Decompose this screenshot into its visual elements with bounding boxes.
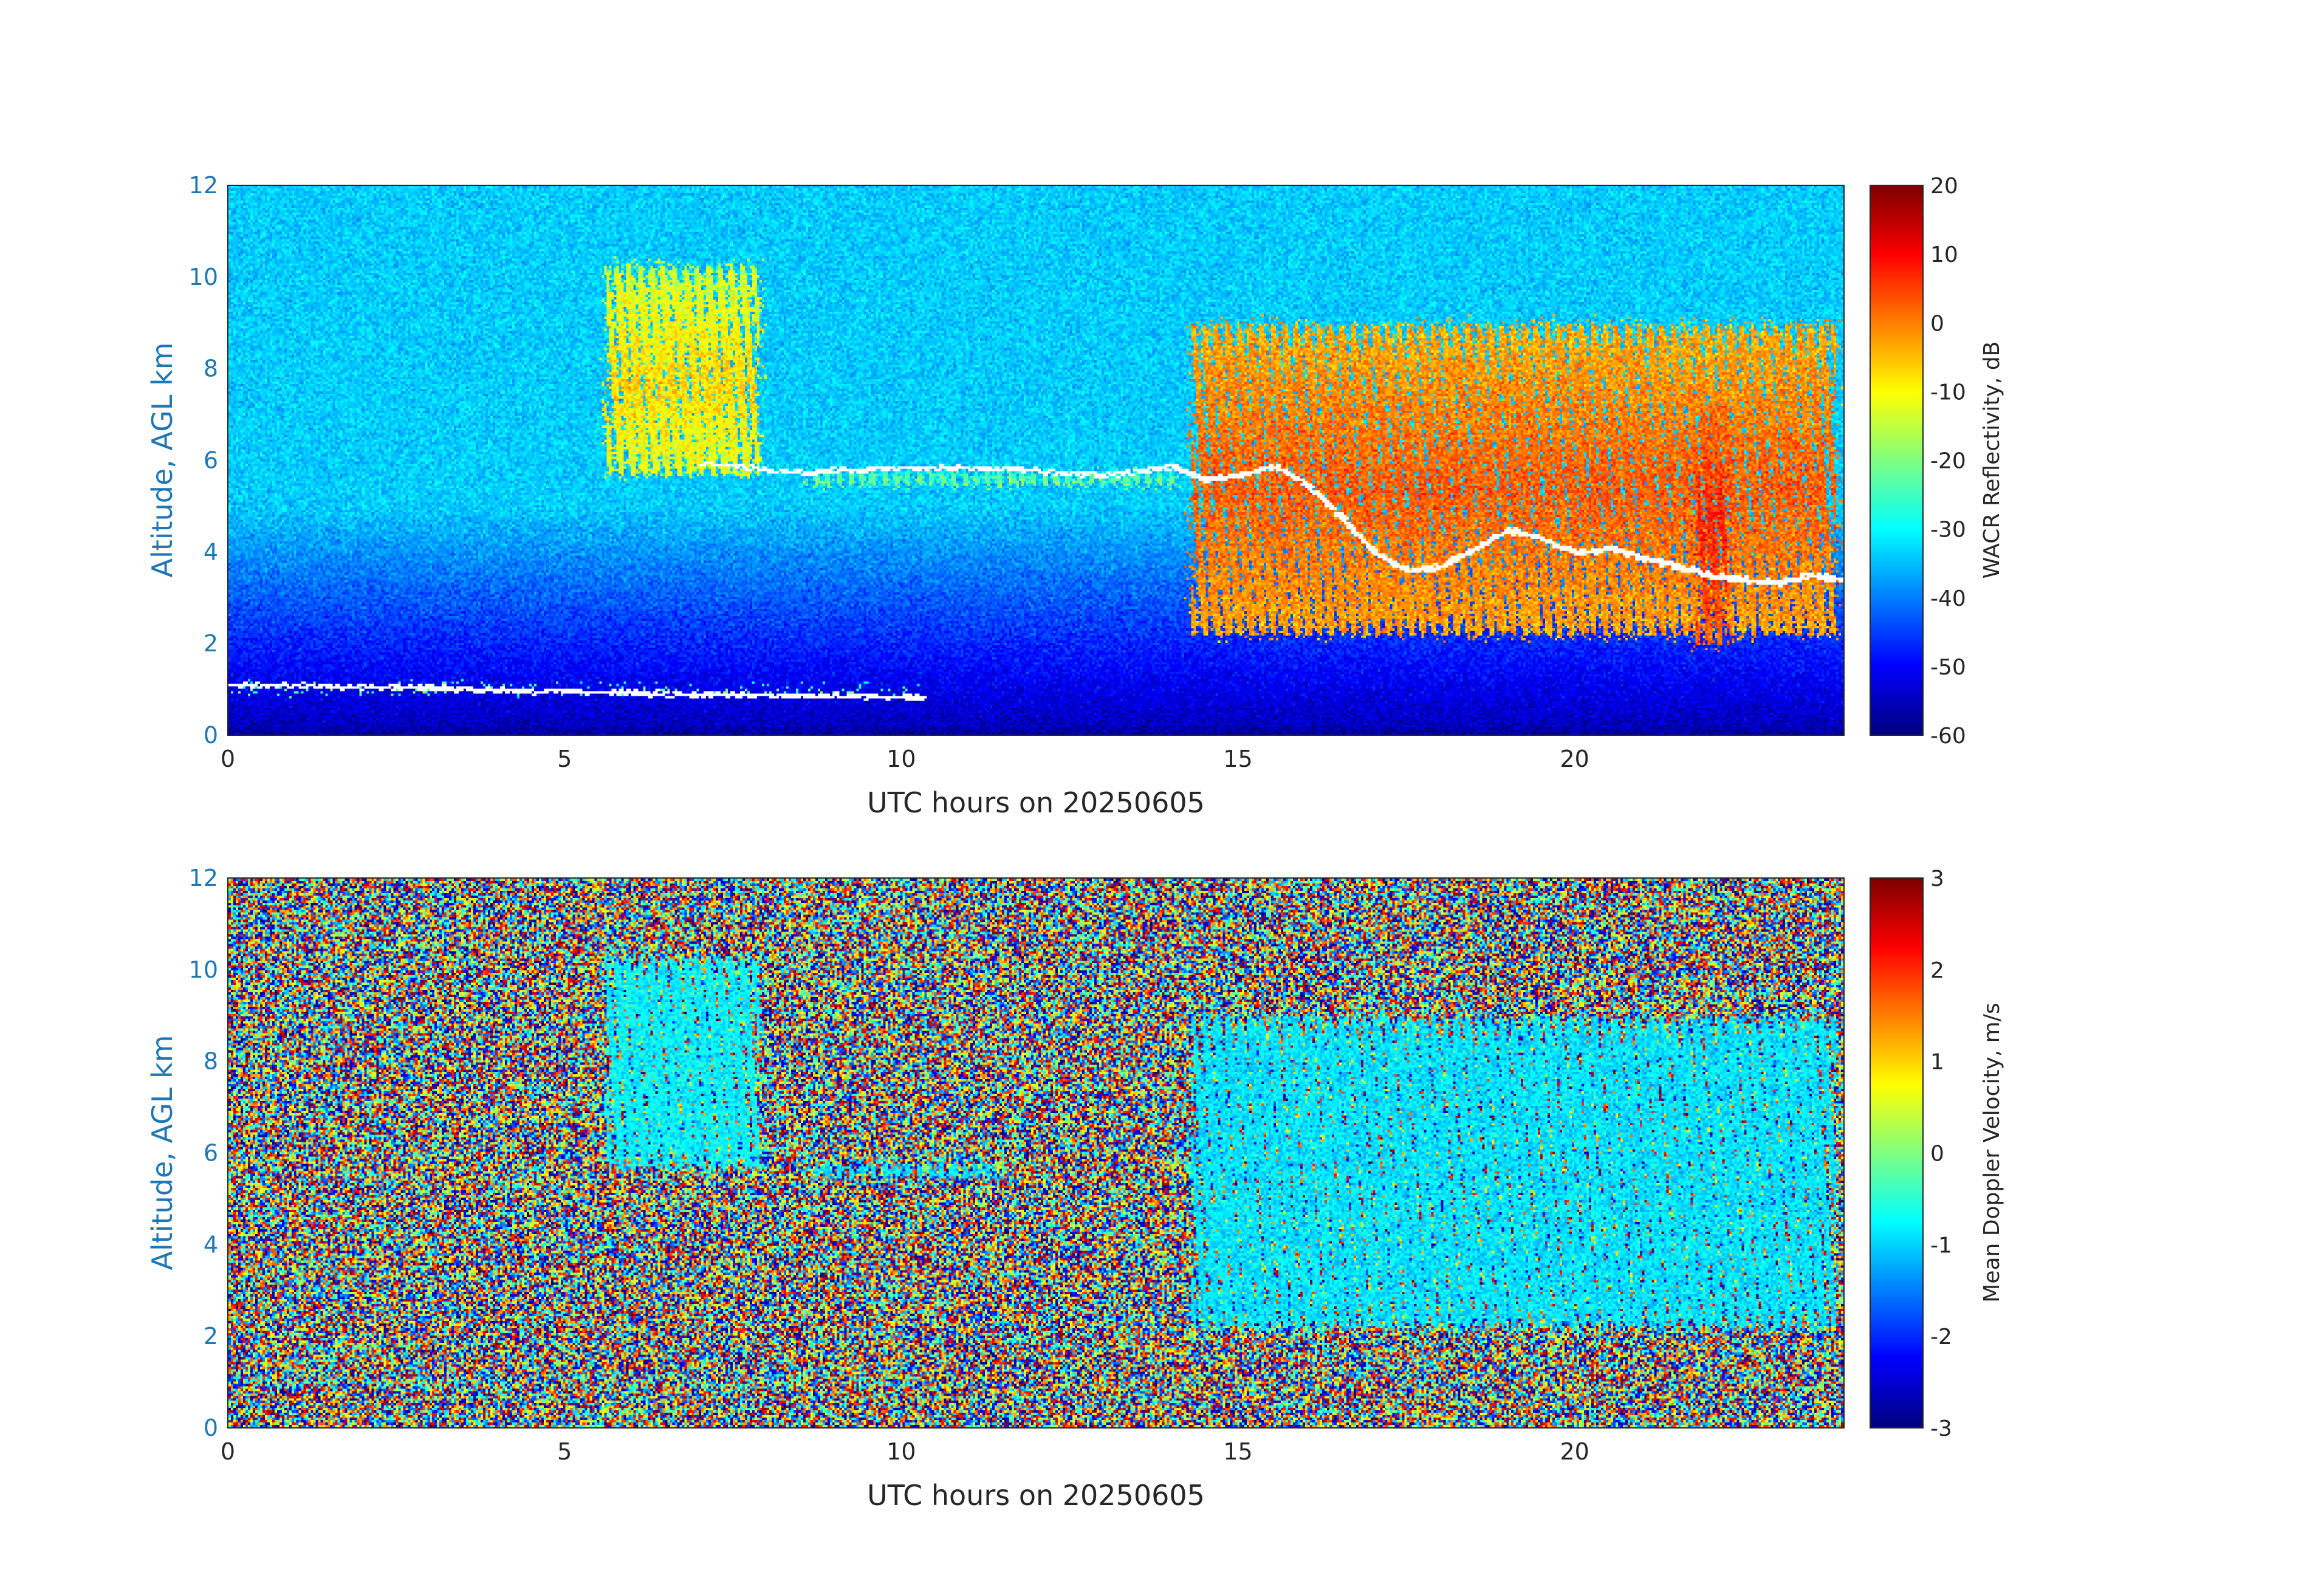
colorbar-tick-label: -60 xyxy=(1930,724,1966,749)
doppler-colorbar xyxy=(1871,879,1922,1427)
y-tick-label: 10 xyxy=(189,956,218,983)
colorbar-tick-label: 0 xyxy=(1930,311,1944,336)
y-tick-label: 8 xyxy=(204,1048,218,1075)
reflectivity-y-axis-label: Altitude, AGL km xyxy=(146,342,179,577)
x-tick-label: 5 xyxy=(557,1438,572,1465)
x-tick-label: 0 xyxy=(221,746,235,772)
colorbar-tick-label: 0 xyxy=(1930,1142,1944,1167)
y-tick-label: 0 xyxy=(204,1415,218,1441)
doppler-y-axis-label: Altitude, AGL km xyxy=(146,1035,179,1270)
x-tick-label: 10 xyxy=(886,746,916,772)
colorbar-tick-label: -30 xyxy=(1930,518,1966,543)
colorbar-tick-label: -20 xyxy=(1930,449,1966,474)
doppler-colorbar-label: Mean Doppler Velocity, m/s xyxy=(1980,1003,2004,1302)
doppler-heatmap xyxy=(228,879,1843,1427)
colorbar-tick-label: -2 xyxy=(1930,1325,1952,1350)
reflectivity-heatmap xyxy=(228,186,1843,735)
x-tick-label: 20 xyxy=(1560,746,1589,772)
y-tick-label: 6 xyxy=(204,1140,218,1167)
y-tick-label: 2 xyxy=(204,1323,218,1350)
y-tick-label: 12 xyxy=(189,172,218,199)
y-tick-label: 4 xyxy=(204,1231,218,1258)
x-tick-label: 20 xyxy=(1560,1438,1589,1465)
colorbar-tick-label: -1 xyxy=(1930,1233,1952,1258)
x-tick-label: 0 xyxy=(221,1438,235,1465)
colorbar-tick-label: 2 xyxy=(1930,958,1944,983)
reflectivity-x-ticks: 0 5 10 15 20 xyxy=(221,185,1589,772)
reflectivity-panel: 0 2 4 6 8 10 12 0 5 10 15 20 Altitude, AGL km UTC … xyxy=(146,172,2004,819)
colorbar-tick-label: 3 xyxy=(1930,866,1944,891)
reflectivity-colorbar-label: WACR Reflectivity, dB xyxy=(1980,341,2004,579)
y-tick-label: 6 xyxy=(204,447,218,474)
colorbar-tick-label: -10 xyxy=(1930,380,1966,405)
y-tick-label: 2 xyxy=(204,630,218,657)
y-tick-label: 0 xyxy=(204,722,218,749)
x-tick-label: 15 xyxy=(1223,746,1252,772)
colorbar-tick-label: -3 xyxy=(1930,1416,1952,1441)
x-tick-label: 10 xyxy=(886,1438,916,1465)
y-tick-label: 12 xyxy=(189,865,218,891)
y-tick-label: 10 xyxy=(189,264,218,290)
colorbar-tick-label: -40 xyxy=(1930,586,1966,611)
x-tick-label: 5 xyxy=(557,746,572,772)
doppler-x-axis-label: UTC hours on 20250605 xyxy=(867,1479,1205,1512)
colorbar-tick-label: -50 xyxy=(1930,655,1966,680)
reflectivity-colorbar xyxy=(1871,186,1922,735)
colorbar-tick-label: 10 xyxy=(1930,242,1958,267)
colorbar-tick-label: 20 xyxy=(1930,174,1958,199)
reflectivity-x-axis-label: UTC hours on 20250605 xyxy=(867,786,1205,819)
colorbar-tick-label: 1 xyxy=(1930,1050,1944,1075)
x-tick-label: 15 xyxy=(1223,1438,1252,1465)
y-tick-label: 8 xyxy=(204,355,218,382)
reflectivity-colorbar-ticks: 20 10 0 -10 -20 -30 -40 -50 -60 xyxy=(1916,174,1966,749)
y-tick-label: 4 xyxy=(204,538,218,565)
